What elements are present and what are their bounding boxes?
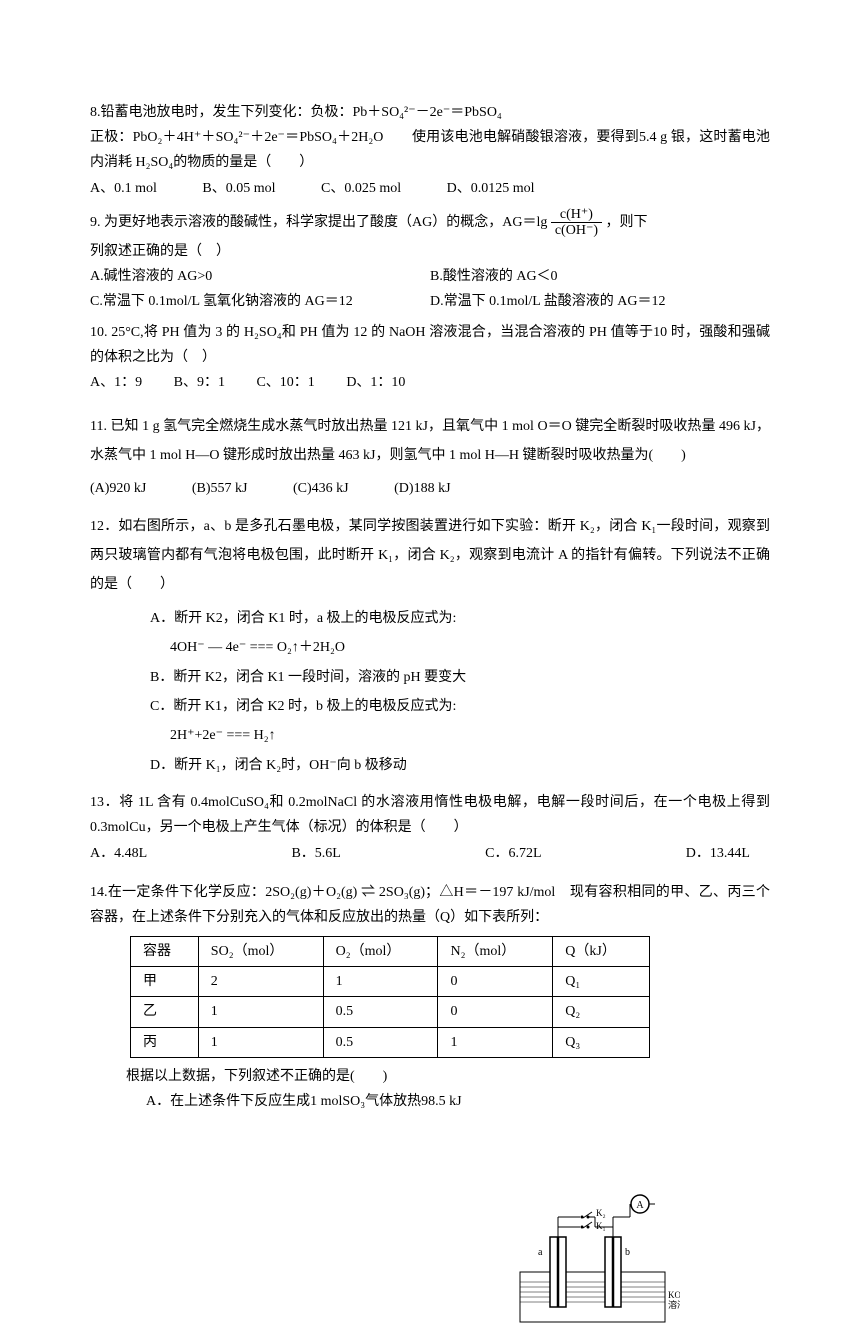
q11-option-b: (B)557 kJ (192, 481, 248, 496)
q8-text-1: 8.铅蓄电池放电时，发生下列变化：负极：Pb＋SO₄²⁻－2e⁻＝PbSO₄ (90, 100, 770, 125)
th-o2: O₂（mol） (323, 937, 438, 967)
th-n2: N₂（mol） (438, 937, 553, 967)
q9-prefix: 9. 为更好地表示溶液的酸碱性，科学家提出了酸度（AG）的概念，AG＝lg (90, 215, 547, 230)
q11-option-a: (A)920 kJ (90, 481, 146, 496)
q13-option-b: B．5.6L (291, 841, 340, 866)
cell: 0 (438, 967, 553, 997)
q13-option-d: D．13.44L (686, 841, 750, 866)
q8-option-b: B、0.05 mol (202, 181, 275, 196)
question-10: 10. 25°C,将 PH 值为 3 的 H₂SO₄和 PH 值为 12 的 N… (90, 320, 770, 396)
question-13: 13．将 1L 含有 0.4molCuSO₄和 0.2molNaCl 的水溶液用… (90, 790, 770, 866)
q12-text: 12．如右图所示，a、b 是多孔石墨电极，某同学按图装置进行如下实验：断开 K₂… (90, 512, 770, 600)
question-9: 9. 为更好地表示溶液的酸碱性，科学家提出了酸度（AG）的概念，AG＝lg c(… (90, 207, 770, 314)
q9-frac-den: c(OH⁻) (551, 223, 602, 238)
question-12: 12．如右图所示，a、b 是多孔石墨电极，某同学按图装置进行如下实验：断开 K₂… (90, 512, 770, 781)
table-row: 乙 1 0.5 0 Q₂ (131, 997, 650, 1027)
cell: 0 (438, 997, 553, 1027)
q14-text-2: 根据以上数据，下列叙述不正确的是( ) (126, 1064, 770, 1089)
q14-table: 容器 SO₂（mol） O₂（mol） N₂（mol） Q（kJ） 甲 2 1 … (130, 936, 650, 1058)
q11-text: 11. 已知 1 g 氢气完全燃烧生成水蒸气时放出热量 121 kJ，且氧气中 … (90, 412, 770, 471)
q9-text-1: 9. 为更好地表示溶液的酸碱性，科学家提出了酸度（AG）的概念，AG＝lg c(… (90, 207, 770, 239)
table-row: 丙 1 0.5 1 Q₃ (131, 1027, 650, 1057)
q12-option-c: C．断开 K1，闭合 K2 时，b 极上的电极反应式为: (150, 692, 770, 721)
q10-option-b: B、9：1 (174, 375, 225, 390)
question-11: 11. 已知 1 g 氢气完全燃烧生成水蒸气时放出热量 121 kJ，且氧气中 … (90, 412, 770, 502)
q10-option-a: A、1：9 (90, 375, 142, 390)
q12-option-b: B．断开 K2，闭合 K1 一段时间，溶液的 pH 要变大 (150, 663, 770, 692)
cell: Q₁ (553, 967, 650, 997)
q12-label-sol: KOH (668, 1290, 680, 1300)
q8-option-d: D、0.0125 mol (447, 181, 535, 196)
q12-label-k1: K₁ (596, 1221, 606, 1231)
q11-options: (A)920 kJ (B)557 kJ (C)436 kJ (D)188 kJ (90, 476, 770, 501)
cell: 丙 (131, 1027, 199, 1057)
q13-option-a: A．4.48L (90, 841, 147, 866)
q11-option-c: (C)436 kJ (293, 481, 349, 496)
q9-fraction: c(H⁺) c(OH⁻) (551, 207, 602, 239)
q9-suffix: ，则下 (606, 215, 648, 230)
cell: 2 (198, 967, 323, 997)
th-so2: SO₂（mol） (198, 937, 323, 967)
q13-options: A．4.48L B．5.6L C．6.72L D．13.44L (90, 841, 770, 866)
q8-option-c: C、0.025 mol (321, 181, 401, 196)
question-8: 8.铅蓄电池放电时，发生下列变化：负极：Pb＋SO₄²⁻－2e⁻＝PbSO₄ 正… (90, 100, 770, 201)
q9-option-c: C.常温下 0.1mol/L 氢氧化钠溶液的 AG＝12 (90, 289, 430, 314)
th-q: Q（kJ） (553, 937, 650, 967)
q12-option-a: A．断开 K2，闭合 K1 时，a 极上的电极反应式为: (150, 604, 770, 633)
cell: 0.5 (323, 997, 438, 1027)
q8-options: A、0.1 mol B、0.05 mol C、0.025 mol D、0.012… (90, 176, 770, 201)
q14-option-a: A．在上述条件下反应生成1 molSO₃气体放热98.5 kJ (146, 1089, 770, 1114)
cell: Q₂ (553, 997, 650, 1027)
q11-option-d: (D)188 kJ (394, 481, 450, 496)
q12-label-b: b (625, 1247, 630, 1258)
q12-option-d: D．断开 K₁，闭合 K₂时，OH⁻向 b 极移动 (150, 751, 770, 780)
q9-option-a: A.碱性溶液的 AG>0 (90, 264, 430, 289)
cell: 1 (198, 997, 323, 1027)
q9-text-2: 列叙述正确的是（ ） (90, 239, 770, 264)
q14-text: 14.在一定条件下化学反应：2SO₂(g)＋O₂(g) ⇌ 2SO₃(g)；△H… (90, 880, 770, 930)
q8-option-a: A、0.1 mol (90, 181, 157, 196)
q12-label-a: a (538, 1247, 543, 1258)
q13-text: 13．将 1L 含有 0.4molCuSO₄和 0.2molNaCl 的水溶液用… (90, 790, 770, 840)
q10-options: A、1：9 B、9：1 C、10：1 D、1：10 (90, 370, 770, 395)
q13-option-c: C．6.72L (485, 841, 541, 866)
table-row: 甲 2 1 0 Q₁ (131, 967, 650, 997)
q12-option-c-eq: 2H⁺+2e⁻ === H₂↑ (170, 721, 770, 750)
cell: 0.5 (323, 1027, 438, 1057)
table-header-row: 容器 SO₂（mol） O₂（mol） N₂（mol） Q（kJ） (131, 937, 650, 967)
cell: Q₃ (553, 1027, 650, 1057)
cell: 乙 (131, 997, 199, 1027)
th-container: 容器 (131, 937, 199, 967)
q12-label-k2: K₂ (596, 1208, 606, 1218)
q10-option-d: D、1：10 (346, 375, 405, 390)
q12-label-sol2: 溶液 (668, 1299, 680, 1310)
q14-table-wrap: 容器 SO₂（mol） O₂（mol） N₂（mol） Q（kJ） 甲 2 1 … (130, 936, 770, 1058)
q8-text-2: 正极：PbO₂＋4H⁺＋SO₄²⁻＋2e⁻＝PbSO₄＋2H₂O 使用该电池电解… (90, 125, 770, 175)
q12-label-A: A (636, 1200, 644, 1211)
q10-text: 10. 25°C,将 PH 值为 3 的 H₂SO₄和 PH 值为 12 的 N… (90, 320, 770, 370)
cell: 甲 (131, 967, 199, 997)
q12-diagram: A K₂ K₁ a b KOH 溶液 (510, 1192, 680, 1332)
q12-option-a-eq: 4OH⁻ — 4e⁻ === O₂↑＋2H₂O (170, 633, 770, 662)
q9-option-b: B.酸性溶液的 AG＜0 (430, 264, 770, 289)
cell: 1 (323, 967, 438, 997)
cell: 1 (198, 1027, 323, 1057)
q9-frac-num: c(H⁺) (551, 207, 602, 223)
cell: 1 (438, 1027, 553, 1057)
q9-option-d: D.常温下 0.1mol/L 盐酸溶液的 AG＝12 (430, 289, 770, 314)
q9-options: A.碱性溶液的 AG>0 B.酸性溶液的 AG＜0 C.常温下 0.1mol/L… (90, 264, 770, 314)
q10-option-c: C、10：1 (256, 375, 314, 390)
question-14: 14.在一定条件下化学反应：2SO₂(g)＋O₂(g) ⇌ 2SO₃(g)；△H… (90, 880, 770, 1115)
